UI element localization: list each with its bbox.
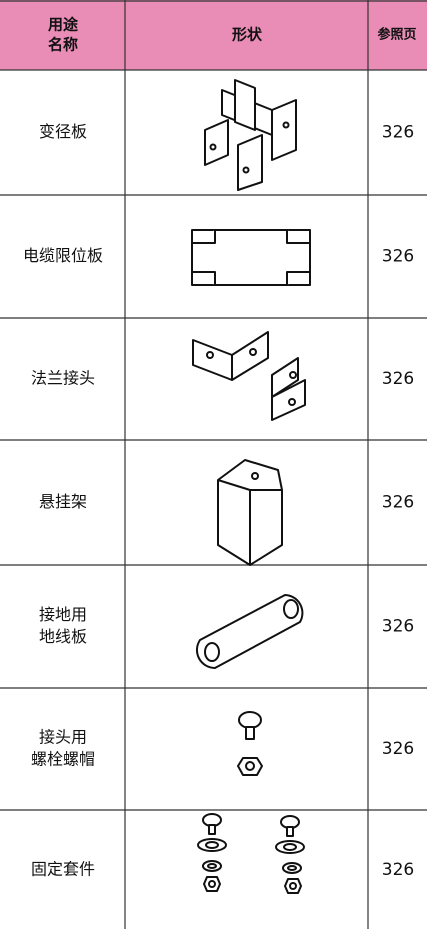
- row-name: 法兰接头: [31, 369, 95, 388]
- row-name: 悬挂架: [39, 492, 87, 511]
- row-page: 326: [382, 123, 414, 143]
- row-name: 变径板: [39, 122, 87, 141]
- row-page: 326: [382, 860, 414, 880]
- row-page: 326: [382, 739, 414, 759]
- header-shape: 形状: [232, 26, 263, 44]
- row-name: 地线板: [39, 627, 87, 646]
- header-name: 用途: [48, 15, 79, 33]
- header-background: [0, 0, 427, 70]
- row-name: 接地用: [39, 605, 87, 624]
- header-page: 参照页: [377, 27, 416, 43]
- row-page: 326: [382, 617, 414, 637]
- row-page: 326: [382, 247, 414, 267]
- row-page: 326: [382, 369, 414, 389]
- shape-drawings: [191, 79, 311, 894]
- row-name: 螺栓螺帽: [31, 749, 95, 768]
- row-page: 326: [382, 493, 414, 513]
- row-name: 电缆限位板: [23, 246, 103, 265]
- row-name: 固定套件: [31, 860, 95, 879]
- row-name: 接头用: [39, 728, 87, 747]
- header-name: 名称: [48, 36, 78, 54]
